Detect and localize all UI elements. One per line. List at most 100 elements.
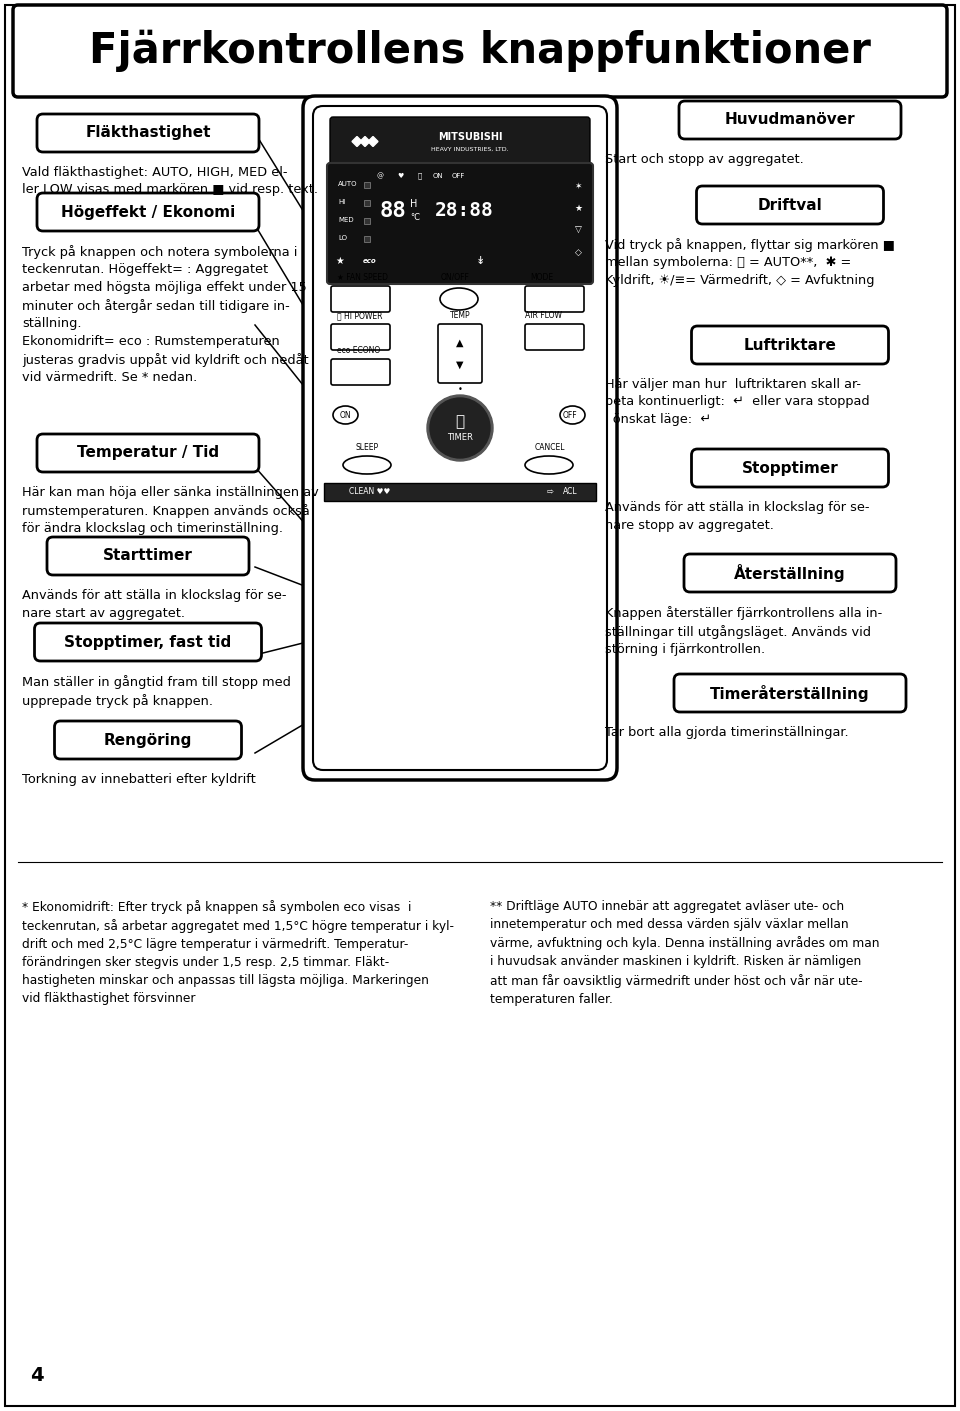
Text: SLEEP: SLEEP (355, 443, 378, 452)
FancyBboxPatch shape (679, 102, 901, 140)
Text: Temperatur / Tid: Temperatur / Tid (77, 446, 219, 460)
FancyBboxPatch shape (691, 326, 889, 364)
FancyBboxPatch shape (37, 435, 259, 473)
FancyBboxPatch shape (684, 555, 896, 593)
Text: Här väljer man hur  luftriktaren skall ar-
beta kontinuerligt:  ↵  eller vara st: Här väljer man hur luftriktaren skall ar… (605, 378, 870, 426)
Text: Vald fläkthastighet: AUTO, HIGH, MED el-
ler LOW visas med markören ■ vid resp. : Vald fläkthastighet: AUTO, HIGH, MED el-… (22, 166, 318, 196)
Text: •: • (458, 385, 463, 394)
Text: AUTO: AUTO (338, 181, 357, 188)
FancyBboxPatch shape (13, 6, 947, 97)
FancyBboxPatch shape (47, 538, 249, 576)
Text: HEAVY INDUSTRIES, LTD.: HEAVY INDUSTRIES, LTD. (431, 147, 509, 152)
Polygon shape (368, 137, 378, 147)
Text: ACL: ACL (563, 487, 577, 497)
FancyBboxPatch shape (324, 483, 596, 501)
FancyBboxPatch shape (438, 325, 482, 382)
Text: ON: ON (339, 412, 350, 420)
Text: 4: 4 (30, 1366, 43, 1386)
Text: Start och stopp av aggregatet.: Start och stopp av aggregatet. (605, 152, 804, 166)
Text: ⏰: ⏰ (418, 172, 422, 179)
Text: ↡: ↡ (475, 255, 485, 267)
FancyBboxPatch shape (331, 286, 390, 312)
FancyBboxPatch shape (331, 325, 390, 350)
Text: AIR FLOW: AIR FLOW (525, 310, 562, 320)
FancyBboxPatch shape (691, 449, 889, 487)
FancyBboxPatch shape (37, 193, 259, 231)
Ellipse shape (343, 456, 391, 474)
FancyBboxPatch shape (364, 236, 370, 243)
Text: H: H (410, 199, 418, 209)
Text: 28:88: 28:88 (435, 200, 493, 220)
Text: Torkning av innebatteri efter kyldrift: Torkning av innebatteri efter kyldrift (22, 773, 255, 786)
Text: MITSUBISHI: MITSUBISHI (438, 133, 502, 143)
Text: Starttimer: Starttimer (103, 549, 193, 563)
FancyBboxPatch shape (525, 325, 584, 350)
Text: Tar bort alla gjorda timerinställningar.: Tar bort alla gjorda timerinställningar. (605, 727, 849, 739)
Text: Timeråterställning: Timeråterställning (710, 684, 870, 701)
FancyBboxPatch shape (364, 219, 370, 224)
Text: ▲: ▲ (456, 337, 464, 347)
Text: @: @ (376, 172, 383, 179)
Text: TEMP: TEMP (449, 310, 470, 320)
FancyBboxPatch shape (364, 200, 370, 206)
Ellipse shape (525, 456, 573, 474)
FancyBboxPatch shape (37, 114, 259, 152)
Text: Rengöring: Rengöring (104, 732, 192, 748)
Text: LO: LO (338, 236, 347, 241)
Text: * Ekonomidrift: Efter tryck på knappen så symbolen eco visas  i
teckenrutan, så : * Ekonomidrift: Efter tryck på knappen s… (22, 900, 454, 1006)
Text: Luftriktare: Luftriktare (744, 337, 836, 353)
Text: Återställning: Återställning (734, 564, 846, 581)
Text: eco: eco (363, 258, 377, 264)
Text: Vid tryck på knappen, flyttar sig markören ■
mellan symbolerna: ⓞ = AUTO**,  ✱ =: Vid tryck på knappen, flyttar sig markör… (605, 238, 895, 286)
Text: Driftval: Driftval (757, 198, 823, 213)
Text: OFF: OFF (563, 412, 577, 420)
Text: ⏰: ⏰ (455, 415, 465, 429)
Text: ✶: ✶ (574, 182, 582, 190)
Circle shape (427, 395, 493, 461)
Text: ★ FAN SPEED: ★ FAN SPEED (337, 272, 388, 282)
Text: Stopptimer: Stopptimer (742, 460, 838, 476)
Text: ON/OFF: ON/OFF (441, 272, 469, 282)
Polygon shape (360, 137, 370, 147)
FancyBboxPatch shape (697, 186, 883, 224)
Text: Man ställer in gångtid fram till stopp med
upprepade tryck på knappen.: Man ställer in gångtid fram till stopp m… (22, 674, 291, 708)
Text: HI: HI (338, 199, 346, 205)
Text: °C: °C (410, 213, 420, 222)
Text: ★: ★ (574, 203, 582, 213)
FancyBboxPatch shape (331, 358, 390, 385)
Text: Fjärrkontrollens knappfunktioner: Fjärrkontrollens knappfunktioner (89, 30, 871, 72)
Text: Högeffekt / Ekonomi: Högeffekt / Ekonomi (60, 205, 235, 220)
Text: ON: ON (433, 174, 444, 179)
Text: eco ECONO: eco ECONO (337, 346, 380, 356)
Text: Ⓡ HI POWER: Ⓡ HI POWER (337, 310, 382, 320)
Text: Huvudmanöver: Huvudmanöver (725, 113, 855, 127)
FancyBboxPatch shape (303, 96, 617, 780)
FancyBboxPatch shape (35, 624, 261, 660)
Text: Tryck på knappen och notera symbolerna i
teckenrutan. Högeffekt= : Aggregatet
ar: Tryck på knappen och notera symbolerna i… (22, 246, 308, 384)
Polygon shape (352, 137, 362, 147)
Text: ▽: ▽ (575, 226, 582, 234)
Text: 88: 88 (380, 200, 407, 222)
Text: OFF: OFF (451, 174, 465, 179)
Text: Används för att ställa in klockslag för se-
nare stopp av aggregatet.: Används för att ställa in klockslag för … (605, 501, 870, 532)
Text: ⇨: ⇨ (546, 487, 554, 497)
FancyBboxPatch shape (674, 674, 906, 713)
Text: ♥: ♥ (396, 174, 403, 179)
FancyBboxPatch shape (525, 286, 584, 312)
FancyBboxPatch shape (330, 117, 590, 166)
Text: ** Driftläge AUTO innebär att aggregatet avläser ute- och
innetemperatur och med: ** Driftläge AUTO innebär att aggregatet… (490, 900, 879, 1006)
Text: ★: ★ (336, 255, 345, 267)
Text: CLEAN ♥♥: CLEAN ♥♥ (349, 487, 391, 497)
FancyBboxPatch shape (327, 164, 593, 284)
Circle shape (430, 398, 490, 459)
Text: TIMER: TIMER (447, 433, 473, 443)
Text: Knappen återställer fjärrkontrollens alla in-
ställningar till utgångsläget. Anv: Knappen återställer fjärrkontrollens all… (605, 605, 882, 656)
Ellipse shape (560, 406, 585, 423)
Text: CANCEL: CANCEL (535, 443, 565, 452)
Ellipse shape (440, 288, 478, 310)
Text: ◇: ◇ (575, 247, 582, 257)
Ellipse shape (333, 406, 358, 423)
Text: Används för att ställa in klockslag för se-
nare start av aggregatet.: Används för att ställa in klockslag för … (22, 588, 286, 619)
Text: Stopptimer, fast tid: Stopptimer, fast tid (64, 635, 231, 649)
Text: Fläkthastighet: Fläkthastighet (85, 126, 211, 141)
